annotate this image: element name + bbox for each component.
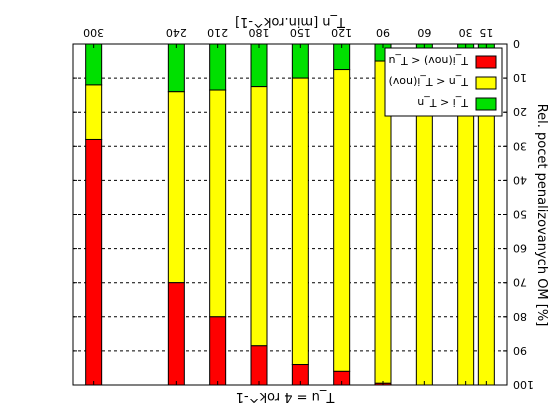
y-tick-label: 20 bbox=[513, 105, 527, 118]
bar-segment bbox=[291, 77, 309, 366]
x-tick-label: 300 bbox=[83, 26, 104, 39]
bar-segment bbox=[85, 43, 103, 86]
x-tick-label: 120 bbox=[331, 26, 352, 39]
bar-segment bbox=[250, 86, 268, 347]
legend-label: T_n < T_i(nov) bbox=[389, 75, 469, 88]
x-tick-label: 30 bbox=[459, 26, 473, 39]
y-tick-label: 70 bbox=[513, 276, 527, 289]
bar-segment bbox=[209, 316, 227, 386]
bar-segment bbox=[209, 43, 227, 91]
y-axis-label: Rel. pocet penalizovanych OM [%] bbox=[534, 104, 549, 327]
y-tick-label: 40 bbox=[513, 173, 527, 186]
legend-label: T_i(nov) < T_u bbox=[389, 54, 469, 67]
y-tick-label: 100 bbox=[513, 378, 534, 391]
y-tick-label: 90 bbox=[513, 344, 527, 357]
y-tick-label: 60 bbox=[513, 242, 527, 255]
legend-swatch bbox=[475, 55, 497, 69]
legend-swatch bbox=[475, 97, 497, 111]
bar-segment bbox=[333, 69, 351, 372]
bar-segment bbox=[167, 282, 185, 386]
y-tick-label: 30 bbox=[513, 139, 527, 152]
x-tick-label: 15 bbox=[479, 26, 493, 39]
bar-segment bbox=[85, 138, 103, 386]
x-tick-label: 240 bbox=[166, 26, 187, 39]
y-tick-label: 50 bbox=[513, 208, 527, 221]
y-tick-label: 0 bbox=[513, 37, 520, 50]
y-axis-ticks: 0 10 20 30 40 50 60 70 80 90 100 bbox=[73, 37, 534, 391]
x-axis-label: T_n [min.rok^-1] bbox=[235, 14, 346, 29]
bar-segment bbox=[250, 345, 268, 386]
x-tick-label: 90 bbox=[376, 26, 390, 39]
x-tick-label: 150 bbox=[290, 26, 311, 39]
legend-label: T_i < T_n bbox=[417, 96, 469, 109]
bar-segment bbox=[85, 84, 103, 140]
x-axis-ticks: 15 30 60 90 120 150 180 210 240 300 bbox=[83, 26, 493, 385]
x-tick-label: 210 bbox=[207, 26, 228, 39]
legend: T_i < T_n T_n < T_i(nov) T_i(nov) < T_u bbox=[384, 47, 503, 117]
bar-segment bbox=[250, 43, 268, 88]
bar-segment bbox=[167, 91, 185, 284]
bars bbox=[85, 43, 495, 386]
bar-segment bbox=[291, 43, 309, 79]
legend-swatch bbox=[475, 76, 497, 90]
y-tick-label: 10 bbox=[513, 71, 527, 84]
bar-segment bbox=[209, 89, 227, 318]
top-axis-label: T_u = 4 rok^-1 bbox=[236, 389, 336, 404]
bar-segment bbox=[167, 43, 185, 93]
x-tick-label: 180 bbox=[249, 26, 270, 39]
x-tick-label: 60 bbox=[417, 26, 431, 39]
y-tick-label: 80 bbox=[513, 310, 527, 323]
